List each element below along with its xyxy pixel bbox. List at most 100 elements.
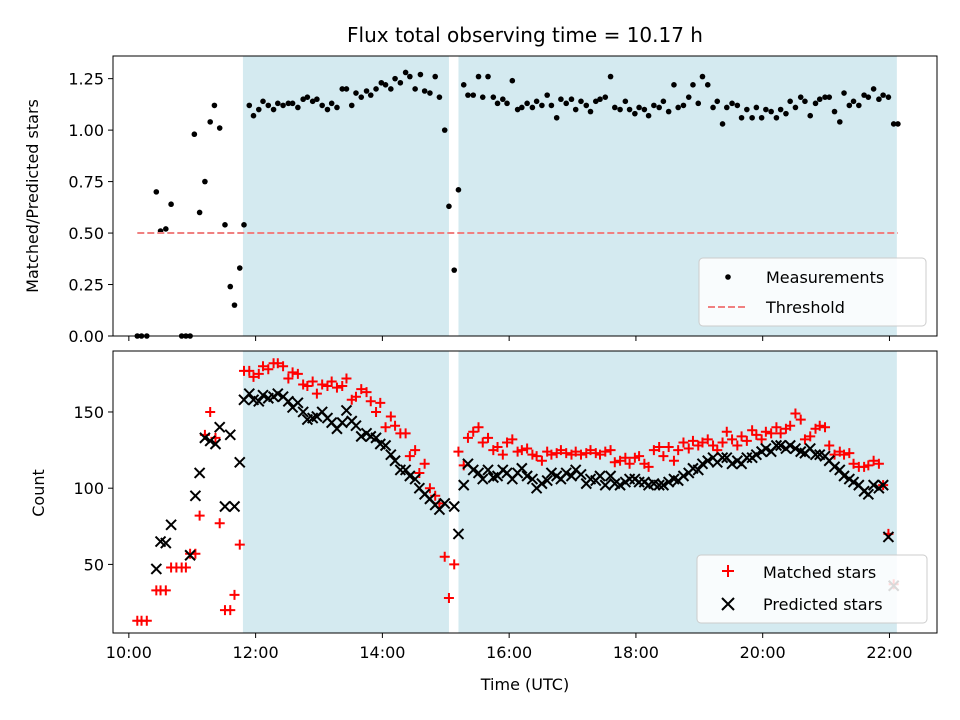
predicted-stars-point bbox=[467, 464, 479, 476]
measurement-point bbox=[412, 86, 418, 92]
matched-stars-point bbox=[283, 373, 294, 384]
measurement-point bbox=[597, 96, 603, 103]
measurement-point bbox=[216, 125, 223, 131]
measurement-point bbox=[388, 86, 394, 92]
measurement-point bbox=[397, 79, 404, 86]
top-legend-box bbox=[698, 257, 927, 327]
matched-stars-point bbox=[829, 449, 840, 460]
predicted-stars-point bbox=[838, 470, 850, 482]
x-tick-label: 18:00 bbox=[613, 643, 659, 662]
measurement-point bbox=[319, 102, 325, 109]
predicted-stars-point bbox=[228, 500, 241, 513]
predicted-stars-point bbox=[516, 462, 528, 475]
y-tick-label: 50 bbox=[84, 555, 104, 574]
predicted-stars-point bbox=[355, 430, 367, 443]
predicted-stars-point bbox=[594, 470, 606, 482]
measurement-point bbox=[475, 73, 482, 80]
predicted-stars-point bbox=[774, 439, 787, 452]
measurement-point bbox=[797, 94, 804, 100]
matched-stars-point bbox=[468, 426, 479, 437]
predicted-stars-point bbox=[565, 470, 578, 482]
measurement-point bbox=[363, 88, 370, 94]
measurement-point bbox=[641, 106, 648, 113]
matched-stars-point bbox=[473, 422, 484, 433]
measurement-point bbox=[304, 94, 311, 100]
matched-stars-point bbox=[702, 434, 713, 445]
matched-stars-point bbox=[844, 448, 855, 459]
measurement-point bbox=[568, 96, 575, 103]
matched-stars-point bbox=[663, 442, 674, 453]
y-tick-label: 0.50 bbox=[68, 224, 104, 243]
matched-stars-point bbox=[536, 455, 547, 466]
predicted-stars-point bbox=[150, 563, 163, 575]
measurement-point bbox=[777, 106, 784, 113]
measurement-point bbox=[763, 106, 769, 113]
measurement-point bbox=[334, 104, 340, 111]
matched-stars-point bbox=[225, 605, 236, 616]
measurement-point bbox=[470, 92, 477, 98]
predicted-stars-point bbox=[184, 549, 196, 561]
measurement-point bbox=[421, 88, 428, 94]
matched-stars-point bbox=[546, 449, 557, 460]
predicted-stars-point bbox=[379, 439, 392, 452]
observing-interval-band bbox=[242, 56, 449, 336]
measurement-point bbox=[407, 73, 413, 80]
predicted-stars-point bbox=[458, 479, 470, 491]
measurement-point bbox=[617, 106, 623, 113]
predicted-stars-point bbox=[370, 432, 382, 444]
matched-stars-point bbox=[575, 449, 586, 460]
measurement-point bbox=[680, 102, 687, 109]
measurement-point bbox=[300, 96, 306, 103]
matched-stars-point bbox=[365, 396, 376, 407]
matched-stars-point bbox=[194, 510, 205, 521]
matched-stars-point bbox=[317, 379, 328, 390]
y-tick-label: 1.25 bbox=[68, 70, 104, 89]
measurement-point bbox=[163, 226, 169, 232]
matched-stars-point bbox=[717, 437, 728, 448]
predicted-stars-point bbox=[385, 448, 397, 461]
matched-stars-point bbox=[477, 437, 488, 448]
predicted-stars-point bbox=[834, 464, 846, 476]
measurement-point bbox=[353, 90, 359, 96]
measurement-point bbox=[587, 108, 594, 115]
measurement-point bbox=[690, 82, 696, 88]
matched-stars-point bbox=[229, 589, 240, 600]
predicted-stars-point bbox=[243, 387, 255, 400]
measurement-point bbox=[802, 98, 808, 105]
matched-stars-point bbox=[180, 562, 191, 573]
y-tick-label: 1.00 bbox=[68, 121, 104, 140]
bottom-legend: Matched stars Predicted stars bbox=[696, 554, 928, 624]
matched-stars-point bbox=[760, 426, 771, 437]
measurement-point bbox=[660, 98, 667, 105]
measurement-point bbox=[417, 71, 424, 78]
measurement-point bbox=[714, 98, 721, 105]
matched-stars-point bbox=[258, 361, 269, 372]
top-panel-y-ticks: 0.00 0.25 0.50 0.75 1.00 1.25 bbox=[68, 70, 113, 346]
matched-stars-point bbox=[727, 434, 738, 445]
predicted-stars-point bbox=[877, 479, 889, 491]
measurement-point bbox=[744, 106, 750, 113]
measurement-point bbox=[427, 90, 433, 96]
measurement-point bbox=[504, 100, 510, 107]
measurement-point bbox=[168, 201, 174, 208]
matched-stars-point bbox=[799, 434, 810, 445]
bottom-panel: 50 100 150 10:00 12:00 14:00 16:00 18:00 20:00 2… bbox=[29, 350, 938, 694]
predicted-legend-marker bbox=[721, 597, 735, 611]
measurement-point bbox=[255, 106, 262, 113]
measurement-point bbox=[202, 178, 208, 185]
matched-stars-point bbox=[658, 451, 669, 462]
measurement-point bbox=[831, 108, 838, 115]
measurement-point bbox=[558, 96, 564, 103]
y-tick-label: 100 bbox=[73, 479, 104, 498]
matched-stars-point bbox=[248, 371, 259, 382]
measurement-point bbox=[392, 75, 398, 82]
predicted-stars-point bbox=[847, 476, 860, 488]
measurement-point bbox=[451, 267, 458, 273]
matched-stars-point bbox=[839, 449, 850, 460]
matched-stars-point bbox=[453, 446, 464, 457]
predicted-stars-point bbox=[472, 467, 485, 479]
measurement-point bbox=[314, 96, 320, 103]
matched-stars-point bbox=[595, 449, 606, 460]
matched-stars-point bbox=[483, 432, 494, 443]
